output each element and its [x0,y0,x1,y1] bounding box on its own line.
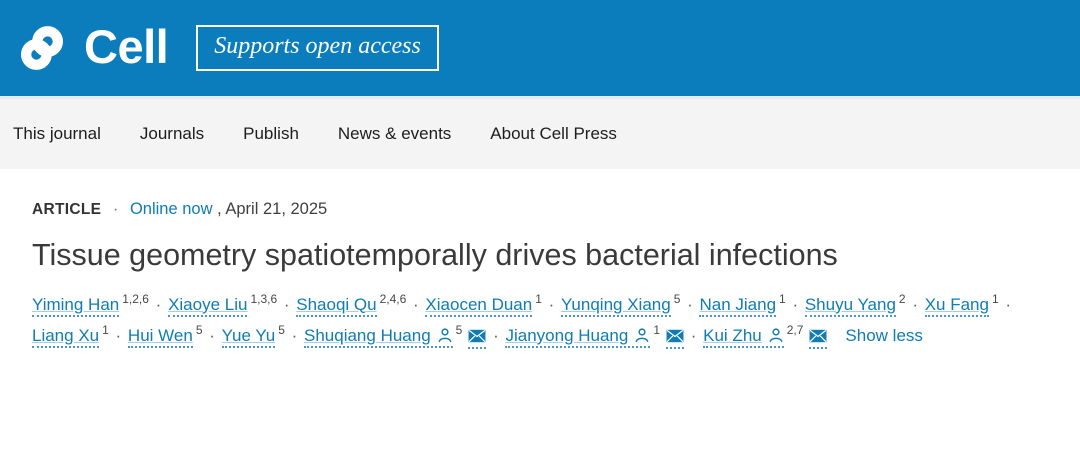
affiliation-superscript: 1 [535,291,542,306]
author-link[interactable]: Xu Fang [924,294,989,317]
affiliation-superscript: 1,2,6 [122,291,149,306]
author: Nan Jiang 1 [699,291,786,317]
author: Liang Xu 1 [32,322,109,348]
author-separator: · [279,294,295,314]
author-separator: · [543,294,560,314]
author-link[interactable]: Hui Wen [127,325,193,348]
email-link[interactable] [666,325,685,349]
author: Yunqing Xiang 5 [561,291,681,317]
cell-logo-icon [20,26,63,70]
author-link[interactable]: Kui Zhu [703,325,784,348]
author-link[interactable]: Yue Yu [221,325,276,348]
author: Xiaoye Liu 1,3,6 [168,291,278,317]
author: Jianyong Huang 1 [505,322,685,349]
author-link[interactable]: Yunqing Xiang [561,294,671,317]
author: Shuqiang Huang 5 [304,322,487,349]
author-separator: · [907,294,923,314]
brand-wordmark: Cell [84,19,169,73]
author-link[interactable]: Shuyu Yang [804,294,896,317]
author-separator: · [787,294,803,314]
nav-item-about-cell-press[interactable]: About Cell Press [490,124,617,143]
affiliation-superscript: 1 [991,291,999,306]
author: Hui Wen 5 [127,322,203,348]
author: Xu Fang 1 [924,291,999,317]
author-separator: · [150,294,167,314]
affiliation-superscript: 1 [653,322,661,337]
author-link[interactable]: Jianyong Huang [505,325,651,348]
article-meta: ARTICLE · Online now , April 21, 2025 [32,200,1040,219]
author-link[interactable]: Nan Jiang [699,294,777,317]
affiliation-superscript: 1 [779,291,786,306]
author: Kui Zhu 2,7 [703,322,828,349]
author-link[interactable]: Xiaoye Liu [168,294,248,317]
author-separator: · [1000,294,1012,314]
nav-item-publish[interactable]: Publish [243,124,299,143]
affiliation-superscript: 2 [898,291,906,306]
author: Yiming Han 1,2,6 [32,291,149,317]
affiliation-superscript: 2,4,6 [379,291,407,306]
envelope-icon [809,329,827,342]
article-date: , April 21, 2025 [217,200,328,218]
article-header-section: ARTICLE · Online now , April 21, 2025 Ti… [0,169,1080,351]
cell-home-link[interactable]: Cell [14,19,169,76]
show-less-button[interactable]: Show less [845,325,923,345]
online-now-link[interactable]: Online now [129,200,213,218]
affiliation-superscript: 1,3,6 [250,291,278,306]
article-type-label: ARTICLE [32,201,102,218]
envelope-icon [468,329,486,342]
author-link[interactable]: Yiming Han [32,294,120,317]
email-link[interactable] [809,325,828,349]
open-access-badge[interactable]: Supports open access [196,25,439,71]
person-icon [438,328,452,342]
author: Yue Yu 5 [221,322,285,348]
nav-item-this-journal[interactable]: This journal [13,124,101,143]
affiliation-superscript: 5 [195,322,203,337]
person-icon [635,328,649,342]
author-separator: · [110,325,126,345]
affiliation-superscript: 5 [278,322,285,337]
author-separator: · [286,325,302,345]
author-list: Yiming Han 1,2,6 · Xiaoye Liu 1,3,6 · Shao… [32,289,1040,351]
author-link[interactable]: Shuqiang Huang [304,325,453,348]
author: Shuyu Yang 2 [804,291,906,317]
open-access-badge-label: Supports open access [214,33,421,60]
affiliation-superscript: 5 [455,322,463,337]
author-separator: · [408,294,424,314]
author-separator: · [686,325,702,345]
meta-separator: · [112,200,119,218]
affiliation-superscript: 2,7 [786,322,804,337]
author-link[interactable]: Liang Xu [32,325,100,348]
author-link[interactable]: Xiaocen Duan [425,294,533,317]
envelope-icon [666,329,684,342]
author-separator: · [204,325,220,345]
author-separator: · [488,325,504,345]
nav-item-news-events[interactable]: News & events [337,124,452,143]
affiliation-superscript: 5 [673,291,681,306]
main-nav: This journal Journals Publish News & events… [0,99,1080,169]
site-header: Cell Supports open access [0,0,1080,99]
author-separator: · [682,294,698,314]
author-link[interactable]: Shaoqi Qu [296,294,377,317]
author: Shaoqi Qu 2,4,6 [296,291,407,317]
author: Xiaocen Duan 1 [425,291,542,317]
person-icon [769,328,783,342]
affiliation-superscript: 1 [102,322,109,337]
article-title: Tissue geometry spatiotemporally drives … [32,238,838,272]
email-link[interactable] [468,325,487,349]
nav-item-journals[interactable]: Journals [139,124,205,143]
